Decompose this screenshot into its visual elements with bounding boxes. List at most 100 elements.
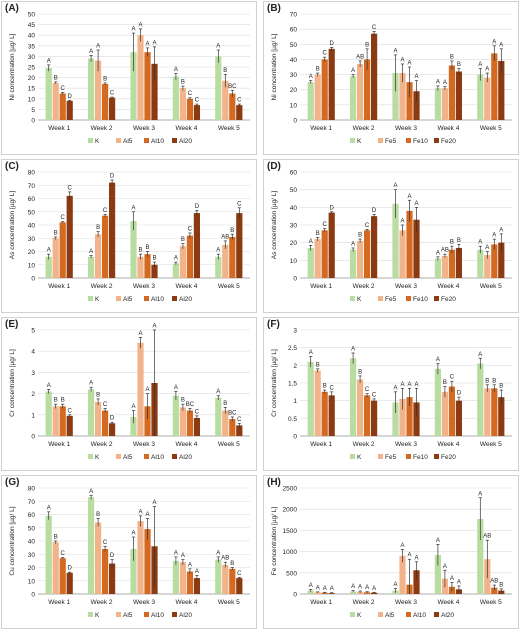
x-tick-label: Week 1: [48, 283, 70, 290]
significance-letter: A: [485, 67, 489, 73]
bar-Al20-2: [109, 563, 116, 594]
x-tick-label: Week 3: [133, 283, 155, 290]
significance-letter: B: [323, 384, 327, 390]
significance-letter: B: [138, 248, 142, 254]
bar-Al20-2: [109, 182, 116, 278]
significance-letter: A: [145, 41, 149, 47]
significance-letter: A: [47, 383, 51, 389]
significance-letter: A: [89, 49, 93, 55]
significance-letter: A: [407, 61, 411, 67]
significance-letter: C: [61, 551, 66, 557]
significance-letter: B: [230, 228, 234, 234]
significance-letter: A: [330, 586, 334, 592]
bar-Al5-3: [137, 35, 144, 121]
significance-letter: A: [89, 381, 93, 387]
significance-letter: B: [450, 54, 454, 60]
bar-K-4: [172, 263, 179, 278]
bar-K-4: [434, 88, 441, 120]
bar-Fe10-5: [491, 244, 498, 278]
bar-Fe5-4: [441, 88, 448, 120]
x-tick-label: Week 3: [395, 441, 417, 448]
significance-letter: A: [400, 57, 404, 63]
bar-Fe5-3: [399, 398, 406, 436]
significance-letter: D: [110, 173, 115, 179]
y-tick-label: 70: [28, 499, 36, 506]
significance-letter: D: [457, 391, 462, 397]
bar-Fe10-2: [364, 230, 371, 278]
x-tick-label: Week 2: [353, 599, 375, 606]
significance-letter: A: [309, 350, 313, 356]
panel-border: [1, 317, 257, 471]
significance-letter: B: [450, 240, 454, 246]
legend-swatch-Al5: [116, 138, 121, 143]
legend-swatch-Al10: [144, 454, 149, 459]
significance-letter: A: [47, 248, 51, 254]
significance-letter: B: [457, 238, 461, 244]
panel-border: [263, 317, 519, 471]
significance-letter: BC: [186, 402, 195, 408]
legend-label: Fe10: [413, 296, 428, 303]
y-tick-label: 10: [28, 578, 36, 585]
significance-letter: B: [485, 378, 489, 384]
x-tick-label: Week 4: [175, 283, 197, 290]
bar-Al10-4: [186, 235, 193, 278]
bar-Fe5-2: [357, 240, 364, 278]
legend-label: Al5: [123, 138, 133, 145]
bar-K-1: [307, 361, 314, 436]
bar-Fe5-3: [399, 73, 406, 120]
x-tick-label: Week 1: [310, 283, 332, 290]
significance-letter: A: [365, 585, 369, 591]
bar-K-5: [215, 256, 222, 278]
significance-letter: B: [316, 362, 320, 368]
x-tick-label: Week 4: [437, 283, 459, 290]
panel-border: [263, 159, 519, 313]
significance-letter: A: [414, 201, 418, 207]
panel-D: 0 10 20 30 40 50 60 (D) As concentration [µg/ L]…: [263, 159, 519, 313]
legend-label: Al5: [385, 612, 395, 619]
legend-swatch-Fe10: [406, 454, 411, 459]
significance-letter: C: [61, 215, 66, 221]
y-tick-label: 4: [31, 349, 35, 356]
significance-letter: A: [436, 79, 440, 85]
bar-Fe10-4: [448, 386, 455, 436]
bar-Al10-2: [102, 215, 109, 278]
significance-letter: A: [358, 585, 362, 591]
y-tick-label: 2500: [283, 486, 298, 493]
bar-Fe5-5: [484, 255, 491, 278]
y-tick-label: 0: [31, 592, 35, 599]
significance-letter: A: [216, 248, 220, 254]
bar-K-2: [88, 58, 95, 120]
bar-Fe5-5: [484, 388, 491, 436]
panel-F: 0 0.5 1 1.5 2 2.5 3 (F) Cr concentration [µg/ L]…: [263, 317, 519, 471]
legend-label: Al5: [123, 612, 133, 619]
legend-label: Al20: [179, 612, 192, 619]
x-tick-label: Week 2: [353, 441, 375, 448]
bar-K-5: [215, 559, 222, 594]
legend-label: Al5: [123, 296, 133, 303]
significance-letter: A: [96, 44, 100, 50]
significance-letter: A: [309, 239, 313, 245]
significance-letter: A: [478, 240, 482, 246]
bar-Fe20-2: [371, 400, 378, 436]
bar-Fe20-1: [328, 212, 335, 278]
y-tick-label: 30: [28, 552, 36, 559]
bar-Fe20-1: [328, 395, 335, 436]
significance-letter: C: [330, 385, 335, 391]
bar-K-5: [215, 56, 222, 120]
y-tick-label: 50: [290, 42, 298, 49]
bar-Al10-5: [491, 587, 498, 594]
x-tick-label: Week 5: [218, 283, 240, 290]
legend-swatch-Fe20: [434, 296, 439, 301]
y-tick-label: 0: [31, 276, 35, 283]
bar-Al20-4: [193, 213, 200, 278]
bar-K-4: [172, 560, 179, 594]
x-tick-label: Week 5: [480, 125, 502, 132]
bar-K-2: [350, 358, 357, 436]
significance-letter: A: [152, 500, 156, 506]
y-tick-label: 10: [28, 96, 36, 103]
legend-swatch-Fe20: [434, 454, 439, 459]
bar-Al10-3: [144, 254, 151, 278]
significance-letter: C: [68, 408, 73, 414]
y-tick-label: 20: [28, 249, 36, 256]
x-tick-label: Week 3: [395, 283, 417, 290]
